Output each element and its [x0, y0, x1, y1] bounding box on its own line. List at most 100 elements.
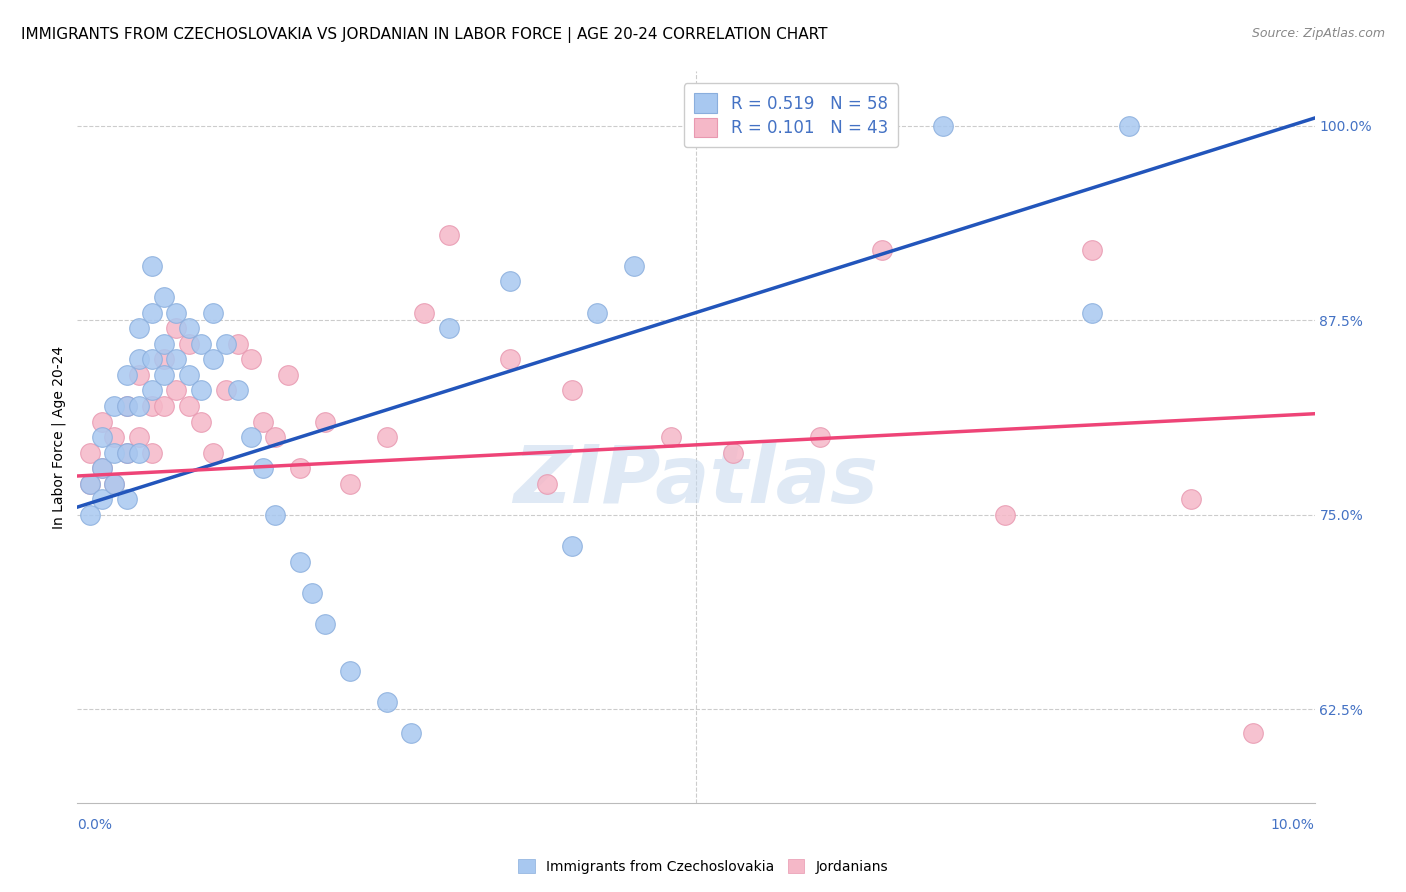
Point — [685, 119, 707, 133]
Point — [91, 461, 114, 475]
Point — [1180, 492, 1202, 507]
Point — [115, 492, 138, 507]
Point — [103, 476, 125, 491]
Point — [314, 616, 336, 631]
Point — [808, 430, 831, 444]
Y-axis label: In Labor Force | Age 20-24: In Labor Force | Age 20-24 — [52, 345, 66, 529]
Point — [288, 555, 311, 569]
Point — [79, 476, 101, 491]
Text: IMMIGRANTS FROM CZECHOSLOVAKIA VS JORDANIAN IN LABOR FORCE | AGE 20-24 CORRELATI: IMMIGRANTS FROM CZECHOSLOVAKIA VS JORDAN… — [21, 27, 828, 43]
Point — [437, 321, 460, 335]
Point — [226, 384, 249, 398]
Point — [215, 336, 238, 351]
Point — [721, 445, 744, 459]
Point — [141, 352, 163, 367]
Point — [288, 461, 311, 475]
Point — [115, 445, 138, 459]
Point — [91, 415, 114, 429]
Point — [177, 368, 200, 382]
Point — [412, 305, 434, 319]
Point — [115, 399, 138, 413]
Point — [79, 445, 101, 459]
Text: ZIPatlas: ZIPatlas — [513, 442, 879, 520]
Text: 0.0%: 0.0% — [77, 818, 112, 832]
Point — [91, 492, 114, 507]
Point — [437, 227, 460, 242]
Point — [141, 305, 163, 319]
Point — [264, 508, 287, 522]
Point — [1081, 305, 1104, 319]
Point — [177, 399, 200, 413]
Point — [685, 119, 707, 133]
Point — [685, 119, 707, 133]
Point — [141, 384, 163, 398]
Point — [165, 305, 187, 319]
Point — [252, 461, 274, 475]
Point — [277, 368, 299, 382]
Point — [561, 384, 583, 398]
Point — [128, 321, 150, 335]
Point — [115, 445, 138, 459]
Point — [623, 259, 645, 273]
Point — [141, 399, 163, 413]
Point — [165, 321, 187, 335]
Point — [375, 430, 398, 444]
Point — [252, 415, 274, 429]
Point — [177, 321, 200, 335]
Point — [165, 384, 187, 398]
Point — [91, 461, 114, 475]
Point — [226, 336, 249, 351]
Point — [561, 539, 583, 553]
Point — [932, 119, 955, 133]
Point — [215, 384, 238, 398]
Point — [190, 384, 212, 398]
Point — [190, 336, 212, 351]
Point — [153, 352, 176, 367]
Point — [685, 119, 707, 133]
Point — [103, 445, 125, 459]
Point — [586, 305, 609, 319]
Point — [79, 508, 101, 522]
Point — [128, 352, 150, 367]
Point — [339, 476, 361, 491]
Point — [202, 445, 225, 459]
Point — [1241, 725, 1264, 739]
Point — [202, 352, 225, 367]
Point — [115, 399, 138, 413]
Point — [128, 445, 150, 459]
Point — [685, 119, 707, 133]
Point — [685, 119, 707, 133]
Point — [659, 430, 682, 444]
Point — [314, 415, 336, 429]
Point — [845, 119, 868, 133]
Point — [401, 725, 423, 739]
Point — [128, 430, 150, 444]
Point — [103, 430, 125, 444]
Point — [103, 476, 125, 491]
Point — [79, 476, 101, 491]
Point — [103, 399, 125, 413]
Point — [153, 290, 176, 304]
Point — [141, 259, 163, 273]
Point — [190, 415, 212, 429]
Point — [301, 585, 323, 599]
Text: Source: ZipAtlas.com: Source: ZipAtlas.com — [1251, 27, 1385, 40]
Point — [202, 305, 225, 319]
Point — [153, 399, 176, 413]
Point — [177, 336, 200, 351]
Point — [153, 368, 176, 382]
Legend: R = 0.519   N = 58, R = 0.101   N = 43: R = 0.519 N = 58, R = 0.101 N = 43 — [685, 83, 898, 147]
Point — [91, 430, 114, 444]
Point — [165, 352, 187, 367]
Point — [115, 368, 138, 382]
Point — [870, 244, 893, 258]
Point — [339, 664, 361, 678]
Point — [536, 476, 558, 491]
Point — [808, 119, 831, 133]
Point — [264, 430, 287, 444]
Point — [499, 275, 522, 289]
Point — [128, 368, 150, 382]
Point — [239, 430, 262, 444]
Point — [141, 445, 163, 459]
Point — [994, 508, 1017, 522]
